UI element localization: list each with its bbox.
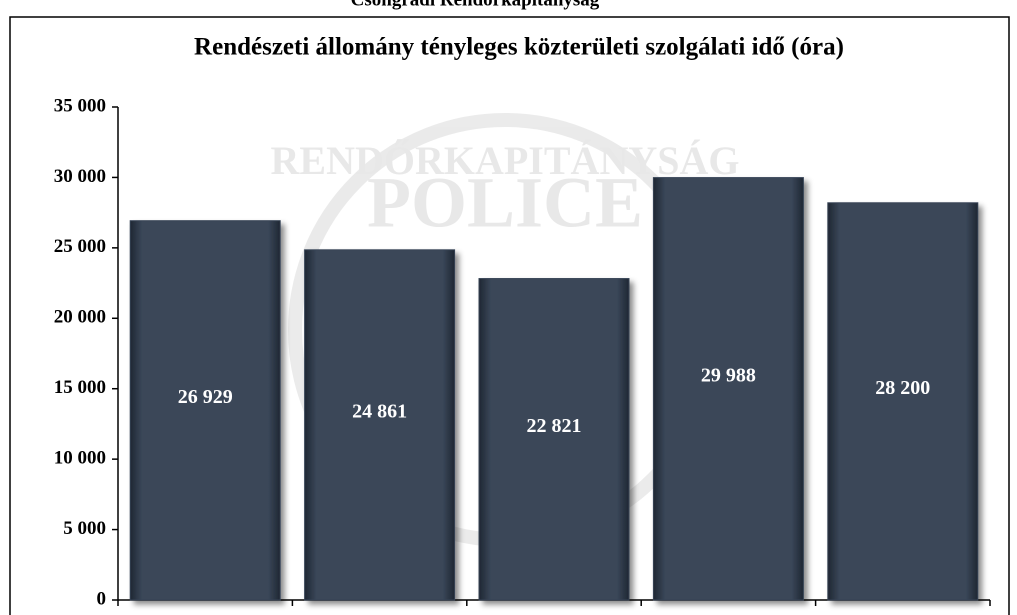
chart-title: Rendészeti állomány tényleges közterület…: [194, 34, 844, 61]
bar: [652, 177, 804, 601]
data-label: 22 821: [527, 415, 582, 437]
y-tick-label: 20 000: [54, 307, 106, 328]
y-tick-label: 30 000: [54, 166, 106, 187]
data-label: 29 988: [701, 364, 756, 386]
data-label: 24 861: [352, 401, 407, 423]
y-tick-label: 5 000: [63, 518, 106, 539]
data-label: 26 929: [178, 386, 233, 408]
header: Csongrádi Rendőrkapitányság: [351, 0, 600, 10]
y-tick-label: 35 000: [54, 95, 106, 116]
y-tick-label: 15 000: [54, 377, 106, 398]
bar: [827, 202, 979, 601]
data-label: 28 200: [875, 377, 930, 399]
watermark-text: POLICE: [367, 163, 643, 243]
bar: [304, 249, 456, 601]
bar: [478, 278, 630, 601]
bar: [129, 220, 281, 601]
y-tick-label: 25 000: [54, 236, 106, 257]
watermark-text: RENDŐRKAPITÁNYSÁG: [271, 138, 740, 183]
y-tick-label: 10 000: [54, 448, 106, 469]
y-tick-label: 0: [97, 588, 107, 609]
